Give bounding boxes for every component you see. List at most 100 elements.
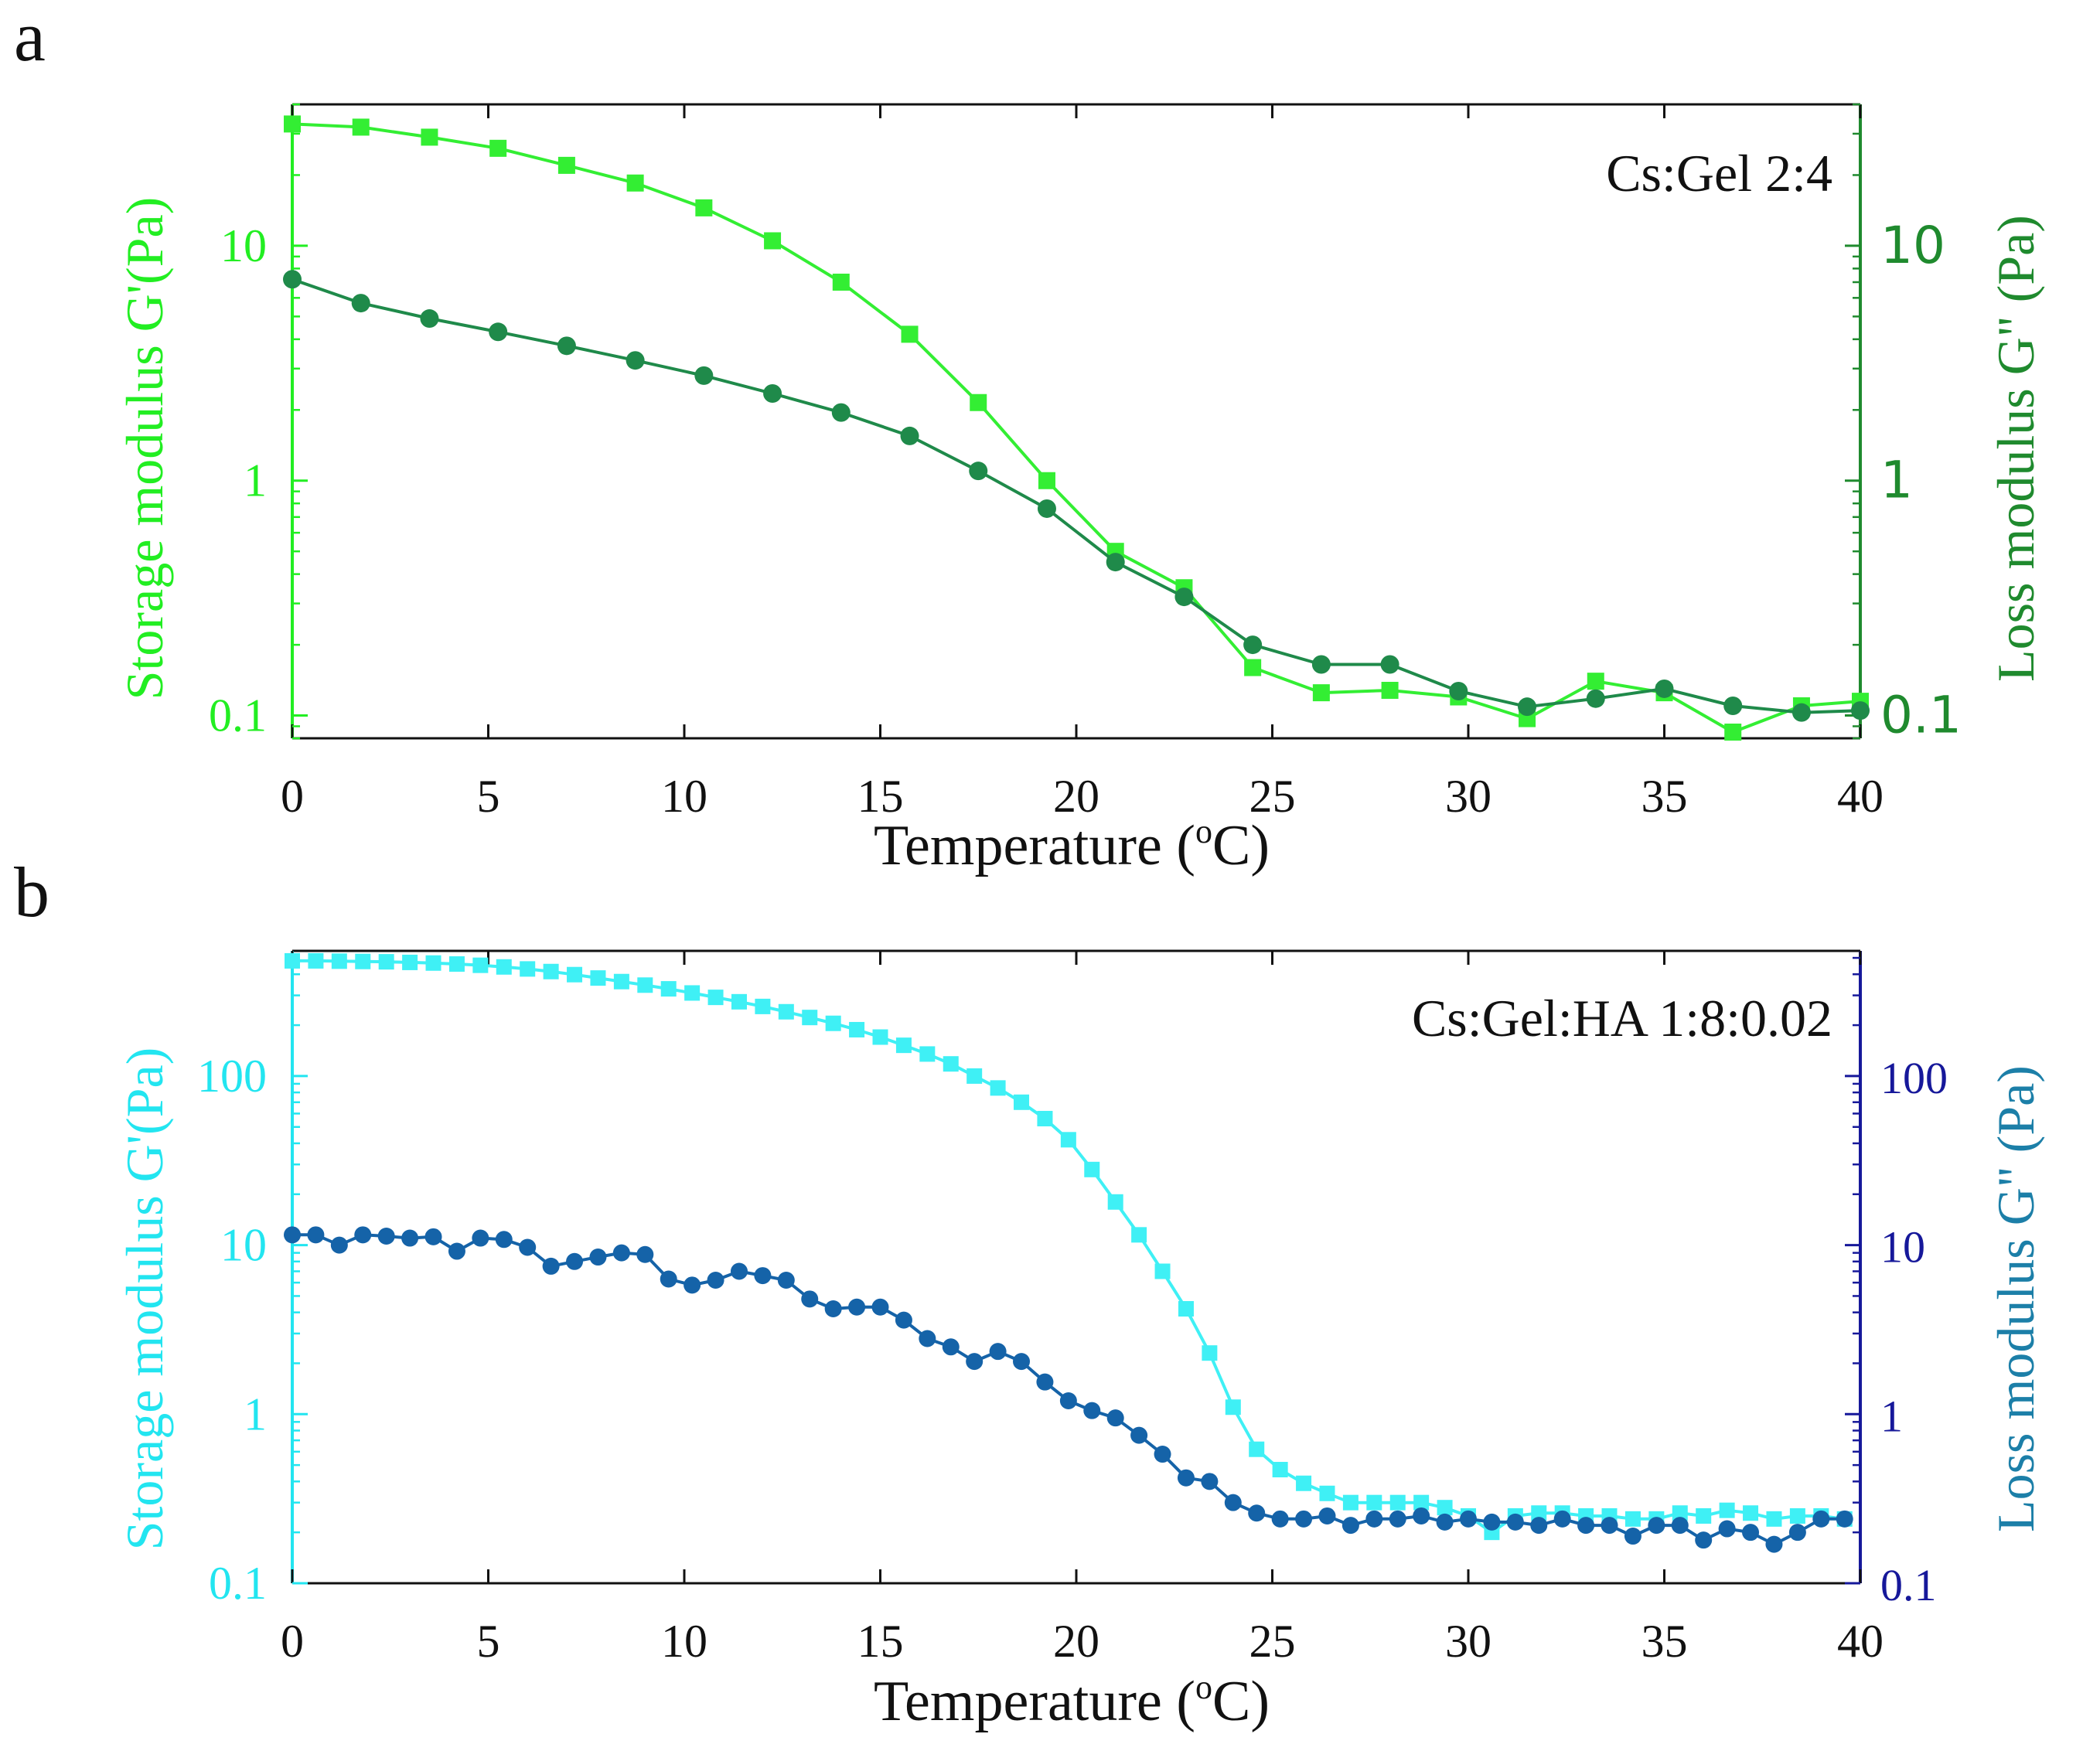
panel-b-ytick-label-left: 0.1 [209,1558,267,1609]
panel-a-storage-point [626,174,644,192]
panel-b-storage-point [1624,1511,1641,1527]
panel-a-storage-point [695,199,713,216]
panel-a-loss-point [283,270,302,289]
panel-b-loss-point [1577,1517,1595,1535]
panel-b-loss-point [871,1298,889,1316]
panel-a-storage-point [970,393,987,411]
panel-b-xtick-label: 15 [857,1616,904,1667]
panel-b-loss-point [1059,1392,1077,1409]
panel-a-loss-point [351,294,370,313]
panel-b-loss-point [942,1338,960,1356]
panel-b-xtick-label: 25 [1249,1616,1296,1667]
panel-b-loss-point [377,1228,395,1245]
panel-a-axes: 0 5 10 15 20 25 30 35 40 0.1 0.1 1 1 10 10 [209,103,1962,822]
panel-b-storage-point [943,1056,959,1072]
panel-b-series-loss-line [292,1233,1845,1546]
panel-b-loss-point [1177,1469,1195,1487]
panel-b-loss-point [730,1262,748,1280]
panel-b-storage-point [378,954,394,970]
panel-b-storage-point [1389,1494,1406,1511]
panel-a-xtick-label: 0 [281,771,304,822]
panel-b-storage-point [613,973,629,990]
panel-b-storage-point [1178,1301,1194,1317]
panel-a-xtick-label: 40 [1837,771,1884,822]
panel-b-xlabel: Temperature (oC) [874,1668,1270,1733]
panel-b-storage-point [1060,1132,1076,1148]
panel-a-loss-point [900,426,919,445]
panel-a-series-storage-line [291,122,1861,734]
panel-b-storage-point [1084,1161,1100,1177]
panel-b-storage-point [1766,1511,1782,1527]
panel-a-storage-point [1244,659,1262,676]
panel-b-loss-point [660,1270,677,1288]
panel-a-ytick-label-left: 10 [220,220,267,271]
panel-b-loss-point [636,1245,654,1263]
panel-a-xtick-label: 25 [1249,771,1296,822]
panel-b-storage-point [872,1029,888,1045]
panel-b-storage-point [1014,1094,1030,1110]
panel-b-loss-point [589,1249,607,1266]
panel-b-storage-point [1437,1500,1453,1516]
panel-b-storage-point [825,1015,841,1031]
panel-b-loss-point [1083,1402,1101,1419]
panel-a-annotation: Cs:Gel 2:4 [1606,144,1832,203]
panel-a-ylabel-left: Storage modulus G'(Pa) [115,197,174,700]
panel-b: b Cs:Gel:HA 1:8:0.02 0 5 10 15 20 25 30 35 40 0.1… [14,853,2045,1733]
panel-b-ylabel-right: Loss modulus G" (Pa) [1986,1065,2045,1532]
panel-a-storage-point [901,325,919,343]
panel-b-storage-point [472,957,489,973]
panel-b-loss-point [1271,1510,1289,1528]
panel-b-ytick-label-left: 100 [197,1051,267,1102]
panel-b-storage-point [1366,1494,1382,1511]
panel-b-loss-point [1718,1520,1736,1538]
panel-b-ytick-label-right: 10 [1880,1222,1925,1272]
panel-b-loss-point [684,1276,701,1294]
panel-b-loss-point [1106,1409,1124,1427]
panel-b-loss-point [1601,1517,1618,1535]
panel-a-xtick-label: 15 [857,771,904,822]
panel-b-loss-point [801,1290,819,1308]
panel-b-loss-point [307,1226,325,1244]
panel-b-storage-point [1743,1505,1759,1521]
panel-a-loss-point [831,403,851,422]
panel-a-storage-point [1724,724,1742,741]
panel-a-loss-point [489,322,508,342]
panel-b-loss-point [1483,1513,1501,1531]
panel-b-storage-point [496,959,512,975]
panel-b-storage-point [1225,1399,1241,1415]
panel-b-ytick-label-left: 1 [244,1388,267,1439]
panel-b-ylabel-left: Storage modulus G'(Pa) [115,1048,174,1551]
panel-b-loss-point [1553,1510,1571,1528]
panel-b-storage-point [285,952,300,969]
panel-b-storage-point [778,1003,794,1020]
panel-b-loss-point [284,1226,301,1244]
panel-b-storage-point [966,1068,983,1084]
panel-b-loss-point [1154,1446,1171,1463]
panel-a-storage-point [284,115,301,133]
panel-b-storage-point [1131,1227,1147,1243]
panel-b-storage-point [1272,1462,1288,1478]
panel-b-storage-point [660,981,677,997]
panel-b-xtick-label: 5 [477,1616,500,1667]
panel-b-loss-point [1460,1510,1477,1528]
panel-a-xtick-label: 5 [477,771,500,822]
panel-a-storage-point [832,273,850,291]
panel-a-loss-point [1518,697,1537,717]
panel-b-xtick-label: 40 [1837,1616,1884,1667]
panel-b-xtick-label: 30 [1445,1616,1491,1667]
panel-a-loss-point [1791,703,1811,722]
panel-b-loss-point [1624,1528,1641,1545]
panel-b-storage-point [1249,1441,1265,1457]
panel-b-loss-point [1224,1494,1242,1511]
panel-b-loss-point [1013,1353,1031,1371]
panel-b-loss-point [777,1272,795,1289]
panel-b-loss-point [1742,1524,1760,1541]
panel-b-loss-point [1201,1473,1219,1490]
panel-a-loss-point [420,309,439,329]
panel-a-loss-point [1449,682,1468,701]
panel-b-storage-point [1037,1110,1053,1126]
panel-a-storage-point [489,139,507,157]
panel-b-storage-point [1202,1345,1218,1361]
